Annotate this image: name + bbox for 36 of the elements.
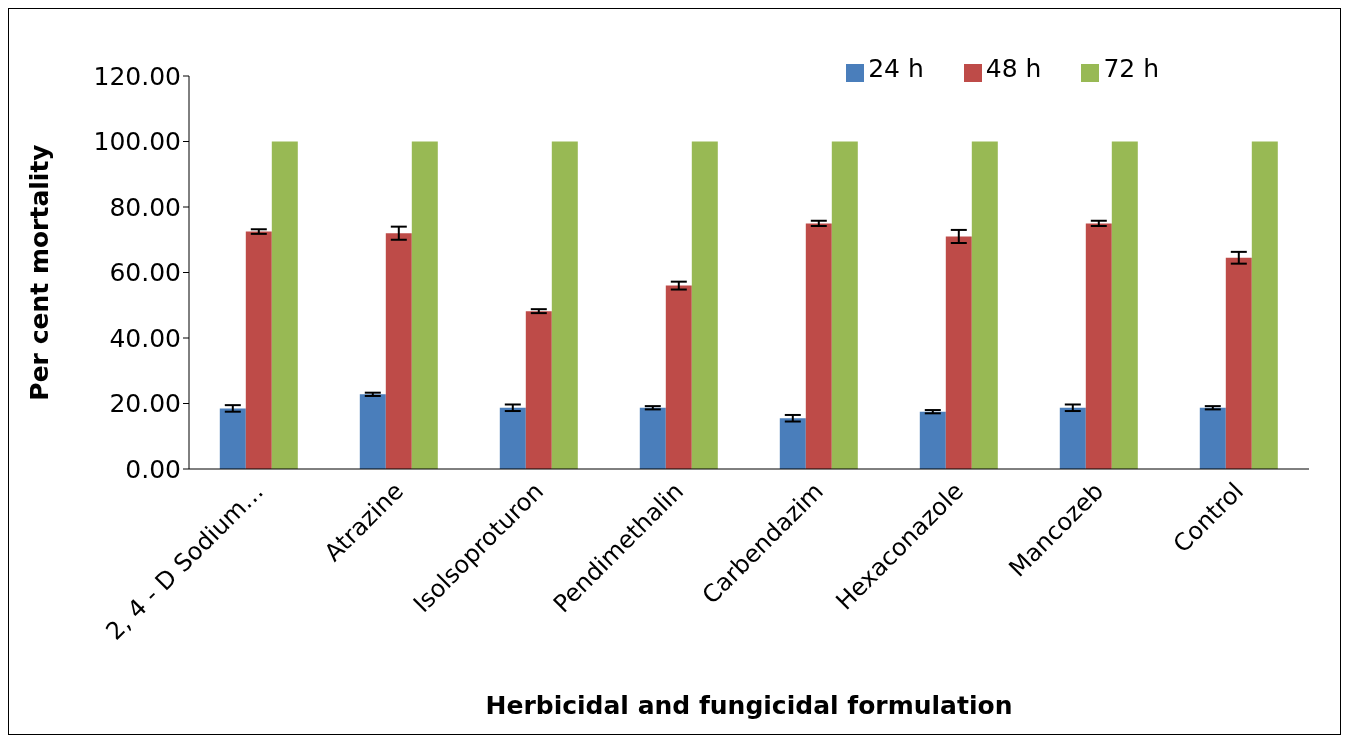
y-tick-label: 20.00 [109, 389, 181, 419]
bar [1111, 141, 1138, 469]
legend-label: 72 h [1103, 54, 1159, 83]
bar [1251, 141, 1278, 469]
y-tick-label: 80.00 [109, 192, 181, 222]
bar [271, 141, 298, 469]
bar [639, 407, 666, 469]
bar [385, 233, 412, 469]
y-tick-label: 60.00 [109, 258, 181, 288]
bar [945, 236, 972, 469]
y-axis-title: Per cent mortality [24, 144, 54, 401]
bar [779, 418, 806, 469]
bar [1225, 257, 1252, 469]
y-tick-label: 100.00 [93, 127, 181, 157]
bar [805, 223, 832, 469]
bar [359, 394, 386, 469]
legend-label: 48 h [985, 54, 1042, 83]
bar [551, 141, 578, 469]
bar [665, 285, 692, 469]
bar [691, 141, 718, 469]
bar [1199, 407, 1226, 469]
bar [1059, 407, 1086, 469]
bar [831, 141, 858, 469]
y-tick-label: 0.00 [125, 454, 181, 484]
bar [219, 408, 246, 469]
bar [919, 411, 946, 469]
y-tick-label: 40.00 [109, 323, 181, 353]
bar [411, 141, 438, 469]
x-axis-title: Herbicidal and fungicidal formulation [485, 691, 1013, 720]
bar [245, 231, 272, 469]
bar [525, 311, 552, 469]
legend-label: 24 h [868, 54, 924, 83]
y-tick-label: 120.00 [93, 61, 181, 91]
bar [499, 407, 526, 469]
bar [1085, 223, 1112, 469]
bar [971, 141, 998, 469]
